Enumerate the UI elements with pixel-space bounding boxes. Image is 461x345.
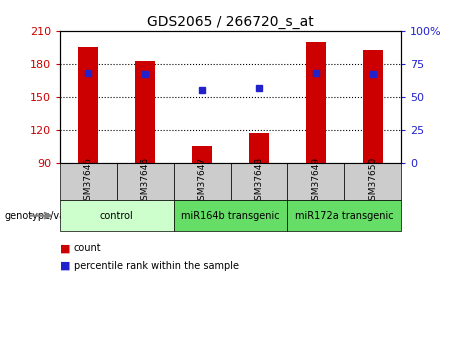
Text: count: count bbox=[74, 244, 101, 253]
Bar bbox=[306, 42, 326, 162]
Text: control: control bbox=[100, 211, 134, 220]
Bar bbox=[192, 146, 212, 162]
Text: GSM37646: GSM37646 bbox=[141, 157, 150, 206]
Text: GSM37645: GSM37645 bbox=[84, 157, 93, 206]
Text: GSM37648: GSM37648 bbox=[254, 157, 263, 206]
Text: GSM37647: GSM37647 bbox=[198, 157, 207, 206]
Text: percentile rank within the sample: percentile rank within the sample bbox=[74, 261, 239, 270]
Title: GDS2065 / 266720_s_at: GDS2065 / 266720_s_at bbox=[147, 14, 314, 29]
Bar bbox=[230, 162, 287, 200]
Text: miR164b transgenic: miR164b transgenic bbox=[181, 211, 280, 220]
Bar bbox=[174, 162, 230, 200]
Bar bbox=[344, 162, 401, 200]
Text: ■: ■ bbox=[60, 244, 71, 253]
Bar bbox=[249, 133, 269, 162]
Text: GSM37649: GSM37649 bbox=[311, 157, 320, 206]
Bar bbox=[287, 162, 344, 200]
Bar bbox=[363, 50, 383, 162]
Text: miR172a transgenic: miR172a transgenic bbox=[295, 211, 394, 220]
Bar bbox=[117, 162, 174, 200]
Text: genotype/variation: genotype/variation bbox=[5, 211, 97, 220]
Text: GSM37650: GSM37650 bbox=[368, 157, 377, 206]
Bar bbox=[135, 61, 155, 162]
Text: ■: ■ bbox=[60, 261, 71, 270]
Bar bbox=[78, 48, 98, 162]
Bar bbox=[60, 162, 117, 200]
